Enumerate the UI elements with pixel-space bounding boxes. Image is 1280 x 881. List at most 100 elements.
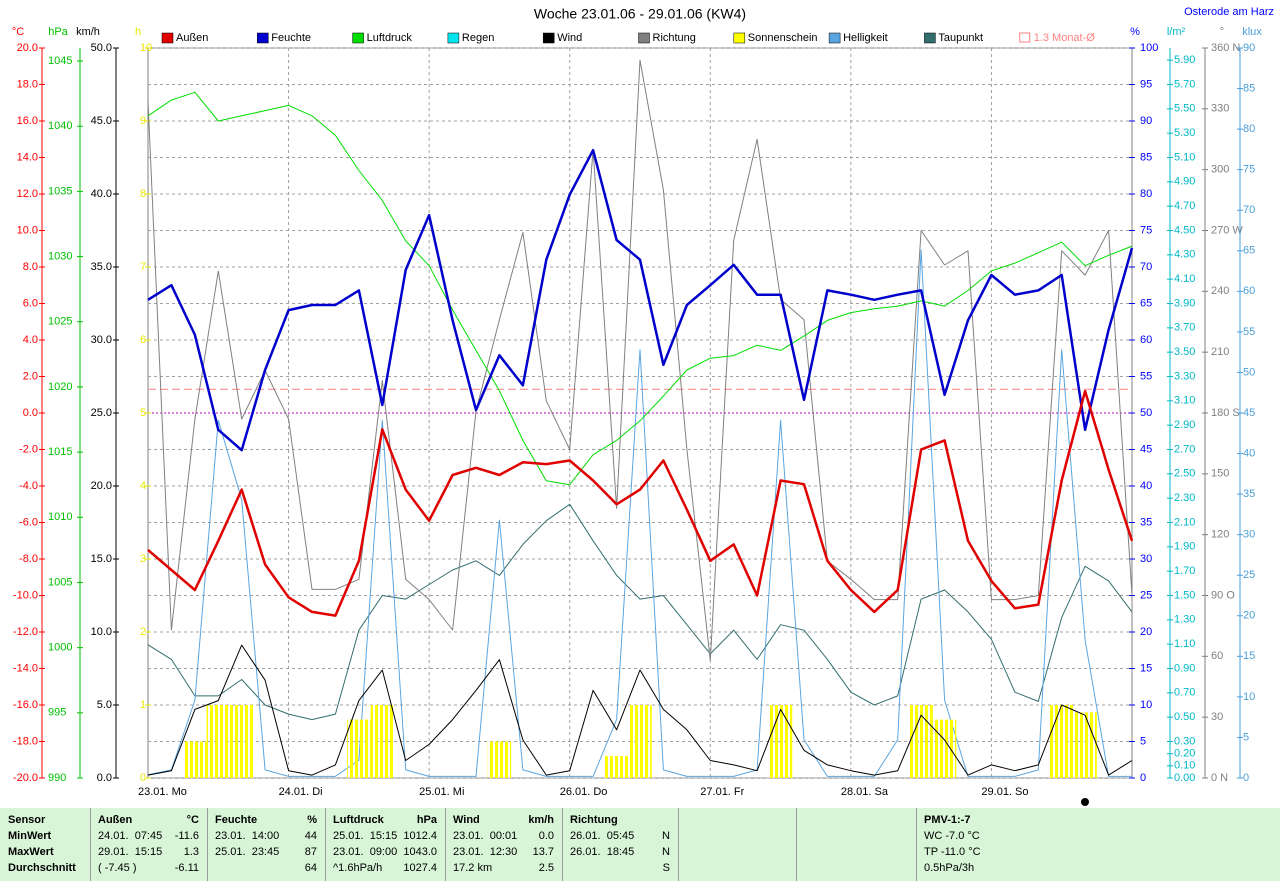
y-tick-label: 5.10 (1174, 151, 1195, 163)
table-cell: 25.01. 23:45 (215, 846, 280, 858)
y-tick-label: 60 (1140, 334, 1152, 346)
y-tick-label: 50 (1243, 366, 1255, 378)
axis-unit: klux (1242, 26, 1262, 38)
y-tick-label: 20 (1243, 610, 1255, 622)
chart: Woche 23.01.06 - 29.01.06 (KW4) Osterode… (12, 6, 1274, 806)
y-tick-label: 1045 (48, 55, 72, 67)
y-tick-label: 4.0 (23, 334, 38, 346)
y-tick-label: 4 (140, 480, 146, 492)
y-tick-label: 15 (1243, 650, 1255, 662)
y-tick-label: 5.90 (1174, 54, 1195, 66)
bar (628, 705, 652, 778)
table-cell: % (307, 814, 317, 826)
y-tick-label: 0.0 (23, 407, 38, 419)
y-tick-label: 4.90 (1174, 176, 1195, 188)
legend-label: Feuchte (271, 32, 311, 44)
y-tick-label: -8.0 (19, 553, 38, 565)
table-cell: 1043.0 (403, 846, 437, 858)
y-tick-label: 1.70 (1174, 565, 1195, 577)
y-tick-label: 0.0 (97, 772, 112, 784)
table-cell: 1012.4 (403, 830, 437, 842)
series-line (147, 148, 1134, 452)
y-tick-label: 15.0 (91, 553, 112, 565)
bar (183, 741, 207, 778)
legend-swatch (542, 32, 555, 44)
y-tick-label: 55 (1140, 370, 1152, 382)
y-tick-label: 4.30 (1174, 249, 1195, 261)
summary-table: Sensor Außen °C Feuchte% Luftdruck hPa Wind km/… (0, 808, 1280, 881)
y-tick-label: 75 (1140, 224, 1152, 236)
table-cell: WC -7.0 °C (924, 830, 980, 842)
axis-unit: ° (1220, 26, 1224, 38)
column-separator (916, 808, 917, 881)
y-tick-label: 4.10 (1174, 273, 1195, 285)
column-separator (796, 808, 797, 881)
y-tick-label: 210 (1211, 346, 1229, 358)
y-tick-label: 85 (1140, 151, 1152, 163)
y-tick-label: 3 (140, 553, 146, 565)
y-tick-label: 18.0 (17, 78, 38, 90)
y-tick-label: -2.0 (19, 443, 38, 455)
table-cell: 13.7 (532, 846, 554, 858)
y-tick-label: 1020 (48, 381, 72, 393)
legend-label: Taupunkt (938, 32, 983, 44)
y-tick-label: 8 (140, 188, 146, 200)
table-cell: N (662, 830, 670, 842)
y-tick-label: -16.0 (13, 699, 38, 711)
y-tick-label: 35 (1243, 488, 1255, 500)
y-tick-label: 1.10 (1174, 638, 1195, 650)
y-tick-label: 1 (140, 699, 146, 711)
legend-label: Sonnenschein (748, 32, 818, 44)
y-tick-label: 55 (1243, 326, 1255, 338)
y-tick-label: 1030 (48, 250, 72, 262)
y-tick-label: 60 (1243, 285, 1255, 297)
table-cell: -11.6 (174, 830, 199, 842)
y-tick-label: 1015 (48, 446, 72, 458)
y-tick-label: 1.30 (1174, 614, 1195, 626)
x-tick-label: 26.01. Do (560, 786, 608, 798)
y-tick-label: 14.0 (17, 151, 38, 163)
y-tick-label: 100 (1140, 42, 1158, 54)
legend-label: Luftdruck (367, 32, 413, 44)
axis-unit: l/m² (1167, 26, 1186, 38)
table-cell: °C (186, 814, 199, 826)
y-tick-label: 2.0 (23, 370, 38, 382)
y-tick-label: 60 (1211, 650, 1223, 662)
y-tick-label: 5.70 (1174, 78, 1195, 90)
axis-unit: h (135, 26, 141, 38)
y-tick-label: 2.10 (1174, 516, 1195, 528)
legend-label: Wind (557, 32, 582, 44)
y-tick-label: 4.50 (1174, 224, 1195, 236)
legend-swatch (828, 32, 841, 44)
bar (909, 705, 933, 778)
table-cell: Sensor (8, 814, 46, 826)
y-tick-label: 0.30 (1174, 735, 1195, 747)
y-tick-label: 90 (1140, 115, 1152, 127)
y-tick-label: 0.90 (1174, 662, 1195, 674)
y-tick-label: 35.0 (91, 261, 112, 273)
column-separator (90, 808, 91, 881)
table-cell: 17.2 km (453, 862, 493, 874)
y-tick-label: 20.0 (91, 480, 112, 492)
y-tick-label: 10 (1243, 691, 1255, 703)
y-tick-label: 5.0 (97, 699, 112, 711)
y-tick-label: 30.0 (91, 334, 112, 346)
legend-swatch (1019, 32, 1031, 43)
y-tick-label: 80 (1243, 123, 1255, 135)
table-cell: Außen (98, 814, 133, 826)
table-cell: Luftdruck (333, 814, 384, 826)
series-line (147, 389, 1134, 617)
table-cell: 87 (304, 846, 317, 858)
bar (206, 705, 230, 778)
column-separator (445, 808, 446, 881)
y-tick-label: 15 (1140, 662, 1152, 674)
y-tick-label: 30 (1140, 553, 1152, 565)
y-tick-label: 50.0 (91, 42, 112, 54)
y-tick-label: 330 (1211, 103, 1229, 115)
x-tick-label: 27.01. Fr (700, 786, 744, 798)
x-tick-label: 29.01. So (981, 786, 1028, 798)
x-tick-label: 25.01. Mi (419, 786, 464, 798)
legend-swatch (161, 32, 174, 44)
y-tick-label: 150 (1211, 468, 1229, 480)
